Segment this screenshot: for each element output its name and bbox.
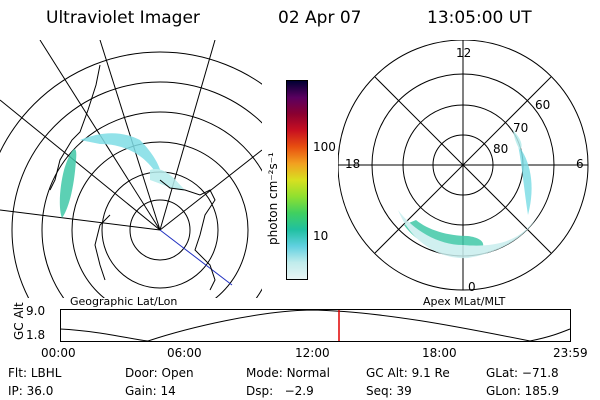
orbit-ytick-bottom: 1.8 <box>26 328 46 342</box>
colorbar-unit-label: photon cm⁻²s⁻¹ <box>266 152 280 245</box>
lat-label-60: 60 <box>535 98 551 112</box>
time-label: 13:05:00 UT <box>427 8 532 28</box>
orbit-xtick-3: 18:00 <box>422 346 457 360</box>
right-map-label: Apex MLat/MLT <box>423 295 506 308</box>
orbit-xtick-0: 00:00 <box>41 346 76 360</box>
flt-field: Flt: LBHL <box>8 366 62 380</box>
glon-field: GLon: 185.9 <box>486 384 559 398</box>
dsp-field: Dsp: −2.9 <box>246 384 314 398</box>
app-title: Ultraviolet Imager <box>46 8 200 28</box>
colorbar-tick-100: 100 <box>313 140 336 154</box>
orbit-plot <box>60 309 571 342</box>
geographic-map <box>0 40 262 298</box>
polar-map <box>338 40 589 291</box>
orbit-ylabel: GC Alt <box>12 302 26 340</box>
colorbar-tick-10: 10 <box>313 229 329 243</box>
orbit-xtick-1: 06:00 <box>167 346 202 360</box>
orbit-xtick-4: 23:59 <box>553 346 588 360</box>
lat-label-80: 80 <box>493 142 509 156</box>
orbit-ytick-top: 9.0 <box>26 304 46 318</box>
mode-field: Mode: Normal <box>246 366 330 380</box>
door-field: Door: Open <box>125 366 194 380</box>
seq-field: Seq: 39 <box>366 384 412 398</box>
ip-field: IP: 36.0 <box>8 384 54 398</box>
left-map-label: Geographic Lat/Lon <box>70 295 178 308</box>
mlt-label-0: 0 <box>468 280 476 294</box>
colorbar <box>286 80 308 280</box>
lat-label-70: 70 <box>513 121 529 135</box>
gain-field: Gain: 14 <box>125 384 176 398</box>
gc-alt-field: GC Alt: 9.1 Re <box>366 366 450 380</box>
date-label: 02 Apr 07 <box>278 8 362 28</box>
glat-field: GLat: −71.8 <box>486 366 559 380</box>
mlt-label-6: 6 <box>576 157 584 171</box>
mlt-label-18: 18 <box>345 157 361 171</box>
mlt-label-12: 12 <box>456 46 472 60</box>
orbit-xtick-2: 12:00 <box>295 346 330 360</box>
